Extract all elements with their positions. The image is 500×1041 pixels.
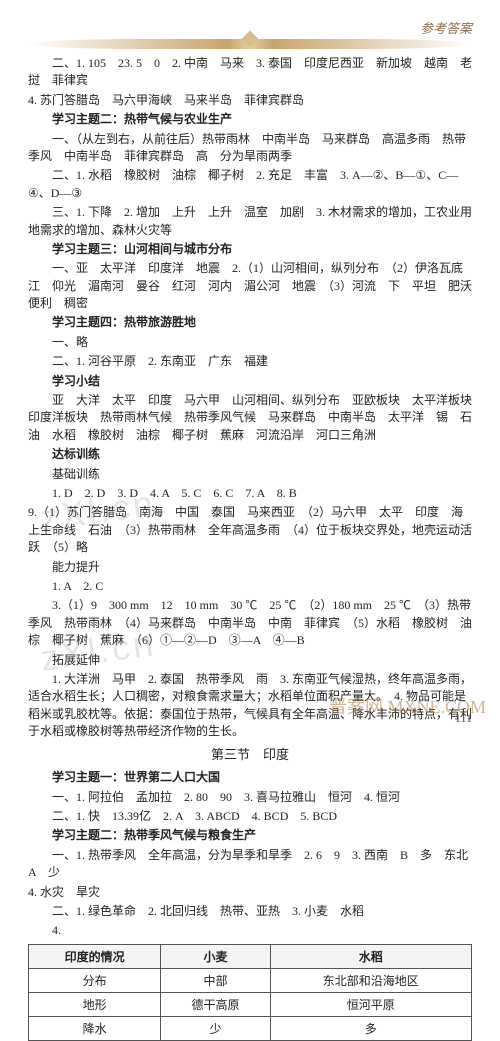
text-line: 二、1. 水稻 橡胶树 油棕 椰子树 2. 充足 丰富 3. A—②、B—①、C… <box>28 167 472 202</box>
text-line: 基础训练 <box>28 466 472 483</box>
table-cell: 分布 <box>29 968 161 992</box>
text-line: 拓展延伸 <box>28 652 472 669</box>
text-line: 二、1. 快 13.39亿 2. A 3. ABCD 4. BCD 5. BCD <box>28 808 472 825</box>
text-line: 第三节 印度 <box>28 746 472 765</box>
text-line: 1. A 2. C <box>28 578 472 595</box>
text-line: 学习小结 <box>28 373 472 390</box>
table-cell: 德干高原 <box>161 992 270 1016</box>
table-cell: 恒河平原 <box>270 992 471 1016</box>
text-line: 学习主题二：热带气候与农业生产 <box>28 111 472 128</box>
table-cell: 少 <box>161 1016 270 1040</box>
text-line: 达标训练 <box>28 446 472 463</box>
text-line: 一、1. 阿拉伯 孟加拉 2. 80 90 3. 喜马拉雅山 恒河 4. 恒河 <box>28 789 472 806</box>
text-line: 学习主题一：世界第二人口大国 <box>28 769 472 786</box>
text-line: 一、亚 太平洋 印度洋 地震 2.（1）山河相间，纵列分布 （2）伊洛瓦底江 仰… <box>28 260 472 312</box>
text-line: 学习主题四：热带旅游胜地 <box>28 314 472 331</box>
table-row: 分布中部东北部和沿海地区 <box>29 968 472 992</box>
table-cell: 东北部和沿海地区 <box>270 968 471 992</box>
text-line: 学习主题二：热带季风气候与粮食生产 <box>28 827 472 844</box>
text-line: 能力提升 <box>28 559 472 576</box>
text-line: 二、1. 河谷平原 2. 东南亚 广东 福建 <box>28 353 472 370</box>
text-line: 4. 水灾 旱灾 <box>28 884 472 901</box>
table-cell: 降水 <box>29 1016 161 1040</box>
text-line: 学习主题三：山河相间与城市分布 <box>28 241 472 258</box>
text-line: 一、1. 热带季风 全年高温，分为旱季和旱季 2. 6 9 3. 西南 B 多 … <box>28 847 472 882</box>
table-header-cell: 小麦 <box>161 944 270 968</box>
text-line: 1. D 2. D 3. D 4. A 5. C 6. C 7. A 8. B <box>28 485 472 502</box>
text-line: 二、1. 105 23. 5 0 2. 中南 马来 3. 泰国 印度尼西亚 新加… <box>28 55 472 90</box>
text-line: 9.（1）苏门答腊岛 南海 中国 泰国 马来西亚 （2）马六甲 太平 印度 海上… <box>28 504 472 556</box>
text-line: 三、1. 下降 2. 增加 上升 上升 温室 加剧 3. 木材需求的增加，工农业… <box>28 204 472 239</box>
table-row: 地形德干高原恒河平原 <box>29 992 472 1016</box>
text-line: 4. <box>28 922 472 939</box>
text-line: 4. 苏门答腊岛 马六甲海峡 马来半岛 菲律宾群岛 <box>28 92 472 109</box>
text-line: 二、1. 绿色革命 2. 北回归线 热带、亚热 3. 小麦 水稻 <box>28 903 472 920</box>
text-line: 一、略 <box>28 334 472 351</box>
body-text: 二、1. 105 23. 5 0 2. 中南 马来 3. 泰国 印度尼西亚 新加… <box>28 55 472 940</box>
table-row: 降水少多 <box>29 1016 472 1040</box>
table-cell: 中部 <box>161 968 270 992</box>
table-cell: 地形 <box>29 992 161 1016</box>
page: 参考答案 二、1. 105 23. 5 0 2. 中南 马来 3. 泰国 印度尼… <box>0 0 500 736</box>
table-cell: 多 <box>270 1016 471 1040</box>
table-header-cell: 印度的情况 <box>29 944 161 968</box>
text-line: 亚 大洋 太平 印度 马六甲 山河相间、纵列分布 亚欧板块 太平洋板块 印度洋板… <box>28 392 472 444</box>
table-header-cell: 水稻 <box>270 944 471 968</box>
text-line: 3.（1）9 300 mm 12 10 mm 30 ℃ 25 ℃ （2）180 … <box>28 597 472 649</box>
comparison-table: 印度的情况小麦水稻 分布中部东北部和沿海地区地形德干高原恒河平原降水少多 <box>28 944 472 1041</box>
page-number: 111 <box>455 711 472 726</box>
text-line: 一、（从左到右，从前往后）热带雨林 中南半岛 马来群岛 高温多雨 热带季风 中南… <box>28 131 472 166</box>
header-ribbon <box>28 39 472 49</box>
